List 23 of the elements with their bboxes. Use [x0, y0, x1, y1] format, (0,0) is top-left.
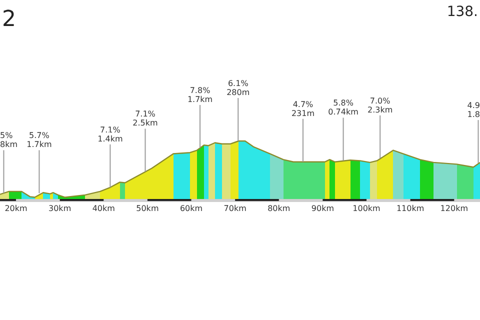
x-tick-label: 50km	[136, 204, 159, 213]
x-tick-label: 110km	[396, 204, 424, 213]
annotation: 5% 8km	[0, 131, 18, 150]
annotation: 4.9 1.8	[467, 101, 480, 120]
annotation: 5.7% 1.7km	[26, 131, 52, 150]
chart-title: 2	[2, 7, 16, 32]
x-tick-label: 70km	[224, 204, 247, 213]
x-tick-label: 20km	[4, 204, 28, 213]
chart-subtitle: 138.	[446, 4, 478, 20]
annotation: 6.1% 280m	[226, 79, 250, 97]
x-tick-label: 30km	[48, 204, 72, 213]
annotation: 7.1% 1.4km	[98, 125, 123, 144]
annotation: 5.8% 0.74km	[328, 98, 359, 117]
annotation: 7.0% 2.3km	[368, 96, 393, 114]
annotation: 7.8% 1.7km	[187, 86, 213, 104]
x-tick-label: 90km	[311, 204, 334, 213]
x-tick-label: 40km	[92, 204, 116, 213]
annotation: 4.7% 231m	[291, 100, 315, 118]
x-tick-label: 100km	[352, 204, 381, 213]
x-tick-label: 60km	[180, 204, 203, 213]
annotation: 7.1% 2.5km	[132, 110, 158, 128]
x-tick-label: 80km	[268, 204, 290, 213]
x-tick-label: 120km	[440, 204, 468, 213]
